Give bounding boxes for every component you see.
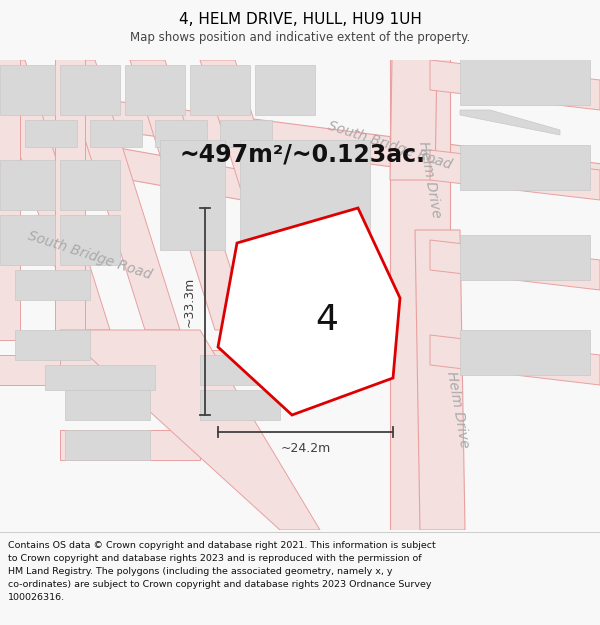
- Polygon shape: [0, 355, 60, 385]
- Polygon shape: [0, 125, 270, 205]
- Polygon shape: [130, 60, 250, 330]
- Polygon shape: [85, 30, 135, 55]
- Polygon shape: [390, 0, 450, 530]
- Polygon shape: [430, 60, 600, 110]
- Polygon shape: [0, 60, 110, 330]
- Polygon shape: [155, 120, 207, 147]
- Polygon shape: [60, 160, 120, 210]
- Polygon shape: [205, 30, 255, 55]
- Text: South Bridge Road: South Bridge Road: [326, 118, 454, 172]
- Polygon shape: [60, 430, 200, 460]
- Text: ~24.2m: ~24.2m: [280, 441, 331, 454]
- Text: Contains OS data © Crown copyright and database right 2021. This information is : Contains OS data © Crown copyright and d…: [8, 541, 436, 550]
- Text: Map shows position and indicative extent of the property.: Map shows position and indicative extent…: [130, 31, 470, 44]
- Polygon shape: [240, 140, 370, 250]
- Polygon shape: [55, 0, 85, 340]
- Text: to Crown copyright and database rights 2023 and is reproduced with the permissio: to Crown copyright and database rights 2…: [8, 554, 422, 563]
- Polygon shape: [60, 60, 180, 330]
- Polygon shape: [265, 30, 315, 55]
- Polygon shape: [145, 30, 195, 55]
- Text: 4, HELM DRIVE, HULL, HU9 1UH: 4, HELM DRIVE, HULL, HU9 1UH: [179, 12, 421, 28]
- Text: South Bridge Road: South Bridge Road: [26, 228, 154, 282]
- Polygon shape: [460, 235, 590, 280]
- Polygon shape: [0, 160, 55, 210]
- Polygon shape: [460, 145, 590, 190]
- Polygon shape: [160, 140, 225, 250]
- Polygon shape: [430, 335, 600, 385]
- Polygon shape: [125, 65, 185, 115]
- Polygon shape: [90, 120, 142, 147]
- Polygon shape: [255, 65, 315, 115]
- Text: ~33.3m: ~33.3m: [182, 276, 196, 327]
- Polygon shape: [15, 270, 90, 300]
- Text: 4: 4: [315, 303, 338, 337]
- Polygon shape: [25, 30, 75, 55]
- Polygon shape: [0, 215, 55, 265]
- Polygon shape: [0, 0, 20, 340]
- Polygon shape: [190, 65, 250, 115]
- Text: HM Land Registry. The polygons (including the associated geometry, namely x, y: HM Land Registry. The polygons (includin…: [8, 567, 392, 576]
- Text: Helm Drive: Helm Drive: [445, 371, 472, 449]
- Polygon shape: [60, 65, 120, 115]
- Polygon shape: [460, 55, 590, 105]
- Polygon shape: [65, 390, 150, 420]
- Text: 100026316.: 100026316.: [8, 593, 65, 602]
- Text: Helm Drive: Helm Drive: [416, 141, 443, 219]
- Polygon shape: [415, 230, 465, 530]
- Polygon shape: [460, 330, 590, 375]
- Polygon shape: [200, 355, 370, 385]
- Polygon shape: [60, 330, 320, 530]
- Polygon shape: [430, 240, 600, 290]
- Text: ~497m²/~0.123ac.: ~497m²/~0.123ac.: [180, 143, 426, 167]
- Polygon shape: [0, 85, 600, 195]
- Polygon shape: [460, 110, 560, 135]
- Polygon shape: [430, 150, 600, 200]
- Polygon shape: [0, 65, 55, 115]
- Bar: [0, 0, 600, 60]
- Polygon shape: [65, 430, 150, 460]
- Polygon shape: [60, 215, 120, 265]
- Polygon shape: [390, 0, 438, 180]
- Polygon shape: [218, 208, 400, 415]
- Polygon shape: [15, 330, 90, 360]
- Polygon shape: [45, 365, 155, 390]
- Polygon shape: [25, 120, 77, 147]
- Polygon shape: [200, 390, 280, 420]
- Text: co-ordinates) are subject to Crown copyright and database rights 2023 Ordnance S: co-ordinates) are subject to Crown copyr…: [8, 580, 431, 589]
- Polygon shape: [200, 60, 320, 330]
- Polygon shape: [60, 350, 390, 380]
- Polygon shape: [220, 120, 272, 147]
